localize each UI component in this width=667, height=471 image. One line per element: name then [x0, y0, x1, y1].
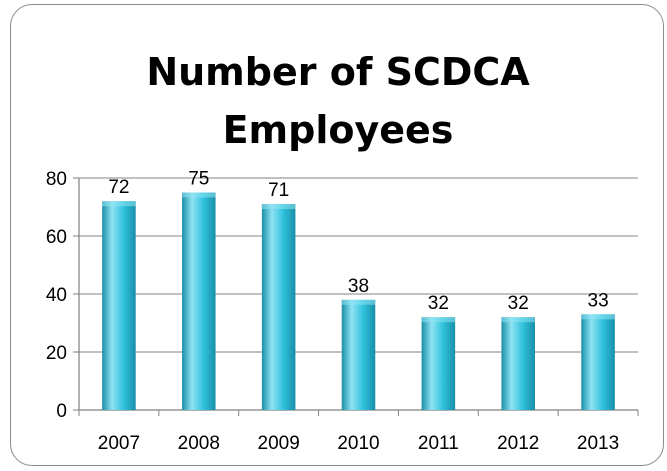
- x-tick-label: 2007: [98, 433, 140, 454]
- y-tick-label: 80: [46, 169, 67, 190]
- bar: [421, 317, 456, 410]
- data-label: 32: [508, 293, 529, 314]
- bar-top-highlight: [421, 317, 456, 323]
- bar: [182, 192, 216, 410]
- x-tick-label: 2009: [258, 433, 300, 454]
- bar-group: [182, 192, 216, 410]
- x-tick-label: 2012: [497, 433, 539, 454]
- chart-frame: Number of SCDCA Employees 0 20 40 60 80 72 200…: [10, 4, 664, 466]
- y-tick-label: 60: [46, 227, 67, 248]
- x-tick-label: 2011: [418, 433, 459, 454]
- bars: [102, 192, 615, 410]
- x-tick-label: 2010: [337, 433, 379, 454]
- bar-group: [421, 317, 456, 410]
- bar: [581, 314, 615, 410]
- bar-top-highlight: [182, 192, 216, 198]
- bar-group: [102, 201, 136, 410]
- bar-group: [501, 317, 535, 410]
- bar-group: [261, 204, 296, 410]
- chart-title: Number of SCDCA Employees: [146, 50, 530, 152]
- bar: [501, 317, 535, 410]
- data-label: 75: [188, 169, 209, 190]
- y-tick-label: 20: [46, 343, 67, 364]
- data-label: 71: [268, 180, 289, 201]
- data-label: 38: [348, 276, 369, 297]
- bar-group: [341, 299, 376, 410]
- bar-top-highlight: [102, 201, 136, 207]
- bar: [102, 201, 136, 410]
- bar-top-highlight: [501, 317, 535, 323]
- bar: [261, 204, 296, 410]
- bar-group: [581, 314, 615, 410]
- data-label: 32: [428, 293, 449, 314]
- bar-top-highlight: [341, 299, 376, 305]
- data-label: 33: [588, 290, 609, 311]
- bar: [341, 299, 376, 410]
- data-label: 72: [108, 177, 129, 198]
- bar-top-highlight: [261, 204, 296, 210]
- bar-top-highlight: [581, 314, 615, 320]
- bar-chart-plot: 0 20 40 60 80 72 2007 75 2008 71 2009 38 2010 32 2011 3…: [46, 169, 639, 455]
- x-tick-label: 2008: [178, 433, 220, 454]
- y-tick-label: 0: [56, 401, 67, 422]
- labels: 0 20 40 60 80 72 2007 75 2008 71 2009 38 2010 32 2011 3…: [46, 169, 619, 455]
- x-tick-label: 2013: [577, 433, 619, 454]
- y-tick-label: 40: [46, 285, 67, 306]
